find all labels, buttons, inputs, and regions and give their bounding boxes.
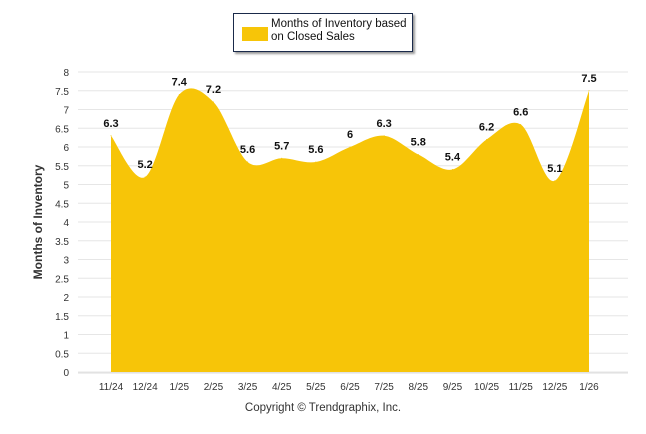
data-point: [554, 180, 556, 182]
data-label: 5.6: [240, 144, 255, 156]
x-tick-label: 11/25: [509, 382, 534, 393]
series-area: [111, 88, 589, 372]
x-tick-label: 12/24: [133, 382, 158, 393]
x-tick-label: 7/25: [374, 382, 394, 393]
data-point: [212, 101, 214, 103]
data-point: [110, 135, 112, 137]
x-tick-label: 11/24: [99, 382, 124, 393]
x-tick-label: 10/25: [474, 382, 499, 393]
x-tick-label: 9/25: [443, 382, 463, 393]
legend[interactable]: Months of Inventory based on Closed Sale…: [233, 13, 413, 52]
data-point: [383, 135, 385, 137]
copyright: Copyright © Trendgraphix, Inc.: [244, 402, 402, 414]
data-point: [520, 124, 522, 125]
y-tick-label: 7.5: [55, 87, 69, 98]
y-tick-label: 4: [63, 218, 69, 229]
data-label: 5.2: [137, 159, 152, 171]
y-axis-title: Months of Inventory: [31, 164, 45, 279]
y-tick-label: 7: [63, 106, 69, 117]
x-tick-label: 8/25: [409, 382, 429, 393]
data-label: 5.7: [274, 140, 289, 152]
data-label: 5.6: [308, 144, 323, 156]
data-label: 7.5: [581, 73, 596, 85]
y-tick-label: 6: [63, 143, 69, 154]
data-point: [281, 157, 283, 159]
data-point: [349, 146, 351, 148]
x-tick-label: 4/25: [272, 382, 292, 393]
data-label: 6.6: [513, 107, 528, 119]
data-label: 5.8: [411, 137, 426, 149]
data-point: [247, 161, 249, 163]
y-tick-label: 1.5: [55, 312, 69, 323]
y-tick-label: 8: [63, 68, 69, 79]
data-label: 7.2: [206, 84, 221, 96]
data-label: 6.2: [479, 122, 494, 134]
y-tick-label: 3: [63, 256, 69, 267]
y-tick-label: 3.5: [55, 237, 69, 248]
data-label: 6: [347, 129, 353, 141]
y-tick-label: 0: [63, 368, 69, 379]
y-tick-label: 2: [63, 293, 69, 304]
y-tick-label: 0.5: [55, 349, 69, 360]
y-tick-label: 2.5: [55, 274, 69, 285]
data-point: [486, 139, 488, 140]
x-tick-label: 2/25: [204, 382, 224, 393]
y-tick-label: 1: [63, 331, 69, 342]
x-tick-label: 12/25: [542, 382, 567, 393]
data-point: [315, 161, 317, 163]
x-tick-label: 1/25: [170, 382, 190, 393]
data-label: 5.4: [445, 152, 461, 164]
y-tick-label: 5: [63, 181, 69, 192]
x-tick-label: 5/25: [306, 382, 326, 393]
data-label: 6.3: [376, 118, 391, 130]
data-label: 6.3: [103, 118, 118, 130]
data-label: 5.1: [547, 163, 562, 175]
x-tick-label: 3/25: [238, 382, 258, 393]
data-point: [417, 154, 419, 155]
data-point: [144, 176, 146, 178]
y-tick-label: 5.5: [55, 162, 69, 173]
y-tick-label: 6.5: [55, 124, 69, 135]
data-point: [178, 94, 180, 95]
data-label: 7.4: [172, 77, 188, 89]
legend-label: Months of Inventory based on Closed Sale…: [271, 18, 407, 43]
x-tick-label: 6/25: [340, 382, 360, 393]
x-tick-label: 1/26: [579, 382, 599, 393]
legend-swatch: [242, 27, 268, 41]
y-tick-label: 4.5: [55, 199, 69, 210]
data-point: [451, 169, 453, 170]
data-point: [588, 90, 590, 92]
